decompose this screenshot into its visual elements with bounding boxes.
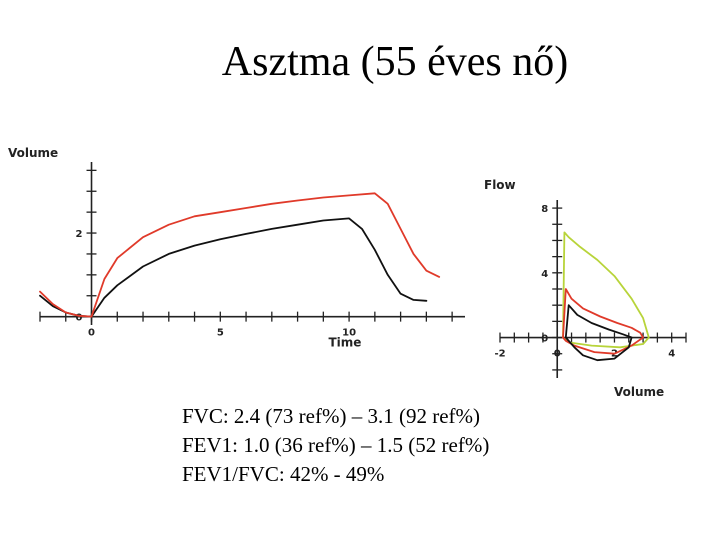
y-tick-label: 4 (541, 269, 548, 280)
y-axis-label: Volume (8, 146, 58, 160)
y-tick-label: 0 (76, 313, 83, 324)
series-line-1 (39, 217, 428, 318)
results-block: FVC: 2.4 (73 ref%) – 3.1 (92 ref%) FEV1:… (182, 402, 489, 489)
result-fvc: FVC: 2.4 (73 ref%) – 3.1 (92 ref%) (182, 404, 481, 428)
result-fev1: FEV1: 1.0 (36 ref%) – 1.5 (52 ref%) (182, 433, 490, 457)
series-line-2 (39, 192, 441, 318)
x-axis-label: Time (328, 336, 361, 350)
y-tick-label: 8 (541, 204, 548, 215)
series-line-2 (562, 288, 644, 355)
x-tick-label: 10 (342, 328, 356, 339)
x-tick-label: 5 (217, 328, 224, 339)
result-ratio: FEV1/FVC: 42% - 49% (182, 462, 385, 486)
y-tick-label: 2 (76, 229, 83, 240)
y-axis-label: Flow (484, 178, 516, 192)
x-tick-label: 0 (554, 349, 561, 360)
x-axis-label: Volume (614, 385, 664, 399)
x-tick-label: 4 (668, 349, 675, 360)
slide-title: Asztma (55 éves nő) (221, 39, 569, 85)
series-line-1 (562, 231, 650, 349)
y-tick-label: 0 (541, 334, 548, 345)
series-line-3 (564, 304, 633, 362)
x-tick-label: 0 (88, 328, 95, 339)
x-tick-label: -2 (494, 349, 505, 360)
